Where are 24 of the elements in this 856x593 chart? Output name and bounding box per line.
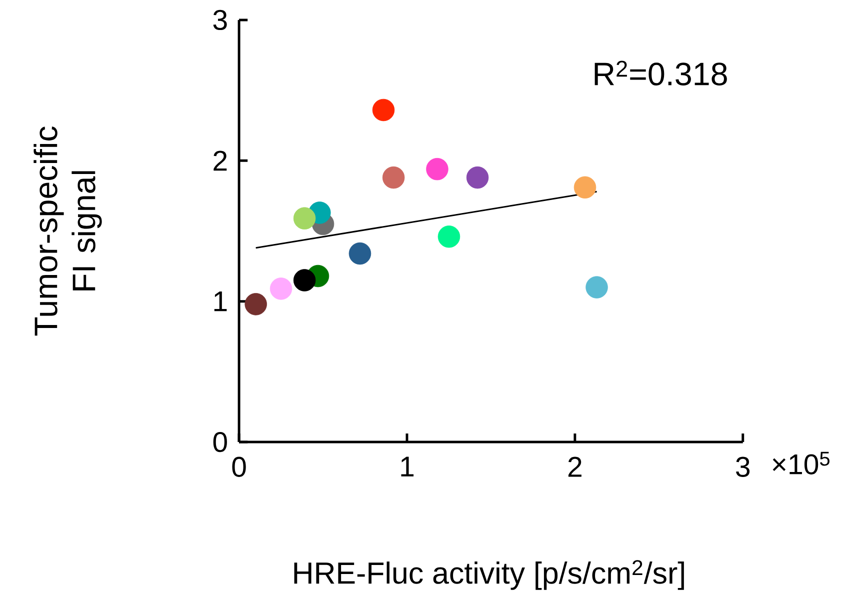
point bbox=[372, 98, 395, 122]
point bbox=[244, 292, 267, 316]
x-axis-title: HRE-Fluc activity [p/s/cm$^{2}$/sr] bbox=[294, 560, 684, 590]
y-tick-label: 3 bbox=[213, 10, 227, 30]
point bbox=[438, 225, 460, 248]
point bbox=[270, 277, 292, 300]
y-axis-title: Tumor-specific FI signal bbox=[34, 126, 102, 336]
point bbox=[293, 269, 316, 292]
point bbox=[348, 242, 372, 265]
y-tick-label: 2 bbox=[214, 150, 227, 171]
text: ×10$^{5}$ bbox=[772, 452, 830, 474]
point bbox=[293, 207, 316, 230]
y-tick-label: 0 bbox=[213, 432, 227, 452]
point bbox=[466, 166, 489, 189]
x-tick-label: 2 bbox=[568, 456, 582, 477]
x-tick-label: 3 bbox=[736, 456, 750, 477]
y-tick-label: 1 bbox=[214, 291, 227, 312]
x-tick-label: 1 bbox=[401, 456, 414, 476]
annotation: R$^{2}$=0.318 bbox=[594, 60, 727, 86]
point bbox=[586, 276, 608, 298]
point bbox=[382, 166, 405, 189]
point bbox=[574, 176, 596, 198]
point bbox=[426, 158, 448, 180]
x-tick-label: 0 bbox=[232, 456, 246, 477]
